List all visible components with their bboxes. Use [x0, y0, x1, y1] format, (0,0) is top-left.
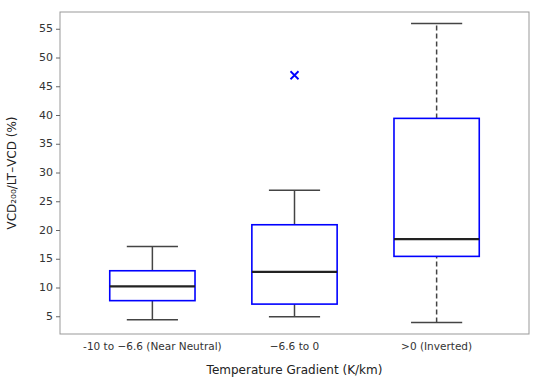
x-tick-label: -10 to −6.6 (Near Neutral) — [83, 340, 222, 352]
y-tick — [56, 201, 60, 202]
x-axis-label: Temperature Gradient (K/km) — [206, 363, 383, 377]
y-tick — [56, 173, 60, 174]
outlier — [291, 71, 299, 79]
y-tick — [56, 58, 60, 59]
y-tick-label: 25 — [39, 195, 53, 208]
upper-cap — [411, 23, 462, 25]
median — [394, 238, 479, 240]
y-tick-label: 20 — [39, 224, 53, 237]
y-tick-label: 10 — [39, 281, 53, 294]
y-axis-label: VCD₂₀₀/LT–VCD (%) — [5, 116, 19, 229]
upper-whisker — [294, 190, 296, 225]
y-tick — [56, 259, 60, 260]
lower-cap — [127, 319, 178, 321]
y-tick — [56, 288, 60, 289]
y-tick-label: 55 — [39, 22, 53, 35]
x-tick-label: >0 (Inverted) — [401, 340, 472, 352]
lower-cap — [269, 316, 320, 318]
lower-whisker — [152, 301, 154, 320]
median — [110, 285, 195, 287]
y-tick-label: 5 — [46, 310, 53, 323]
box — [394, 118, 479, 256]
lower-cap — [411, 322, 462, 324]
chart: 5 10 15 20 25 30 35 40 45 50 55 -10 to −6.6 (Near N… — [0, 0, 541, 384]
upper-whisker — [436, 24, 438, 119]
box — [252, 225, 337, 304]
median — [252, 271, 337, 273]
upper-whisker — [152, 247, 154, 271]
y-tick-label: 45 — [39, 80, 53, 93]
y-tick — [56, 230, 60, 231]
y-tick-label: 50 — [39, 51, 53, 64]
y-tick — [56, 115, 60, 116]
y-tick-label: 35 — [39, 137, 53, 150]
x-tick-label: −6.6 to 0 — [270, 340, 319, 352]
y-tick — [56, 316, 60, 317]
y-tick — [56, 144, 60, 145]
upper-cap — [127, 246, 178, 248]
lower-whisker — [294, 304, 296, 317]
y-tick-label: 40 — [39, 109, 53, 122]
lower-whisker — [436, 256, 438, 322]
upper-cap — [269, 190, 320, 192]
plot-frame — [60, 12, 529, 334]
y-tick — [56, 29, 60, 30]
y-tick-label: 30 — [39, 166, 53, 179]
box — [110, 271, 195, 301]
y-tick — [56, 86, 60, 87]
marks — [110, 24, 480, 323]
y-tick-label: 15 — [39, 252, 53, 265]
